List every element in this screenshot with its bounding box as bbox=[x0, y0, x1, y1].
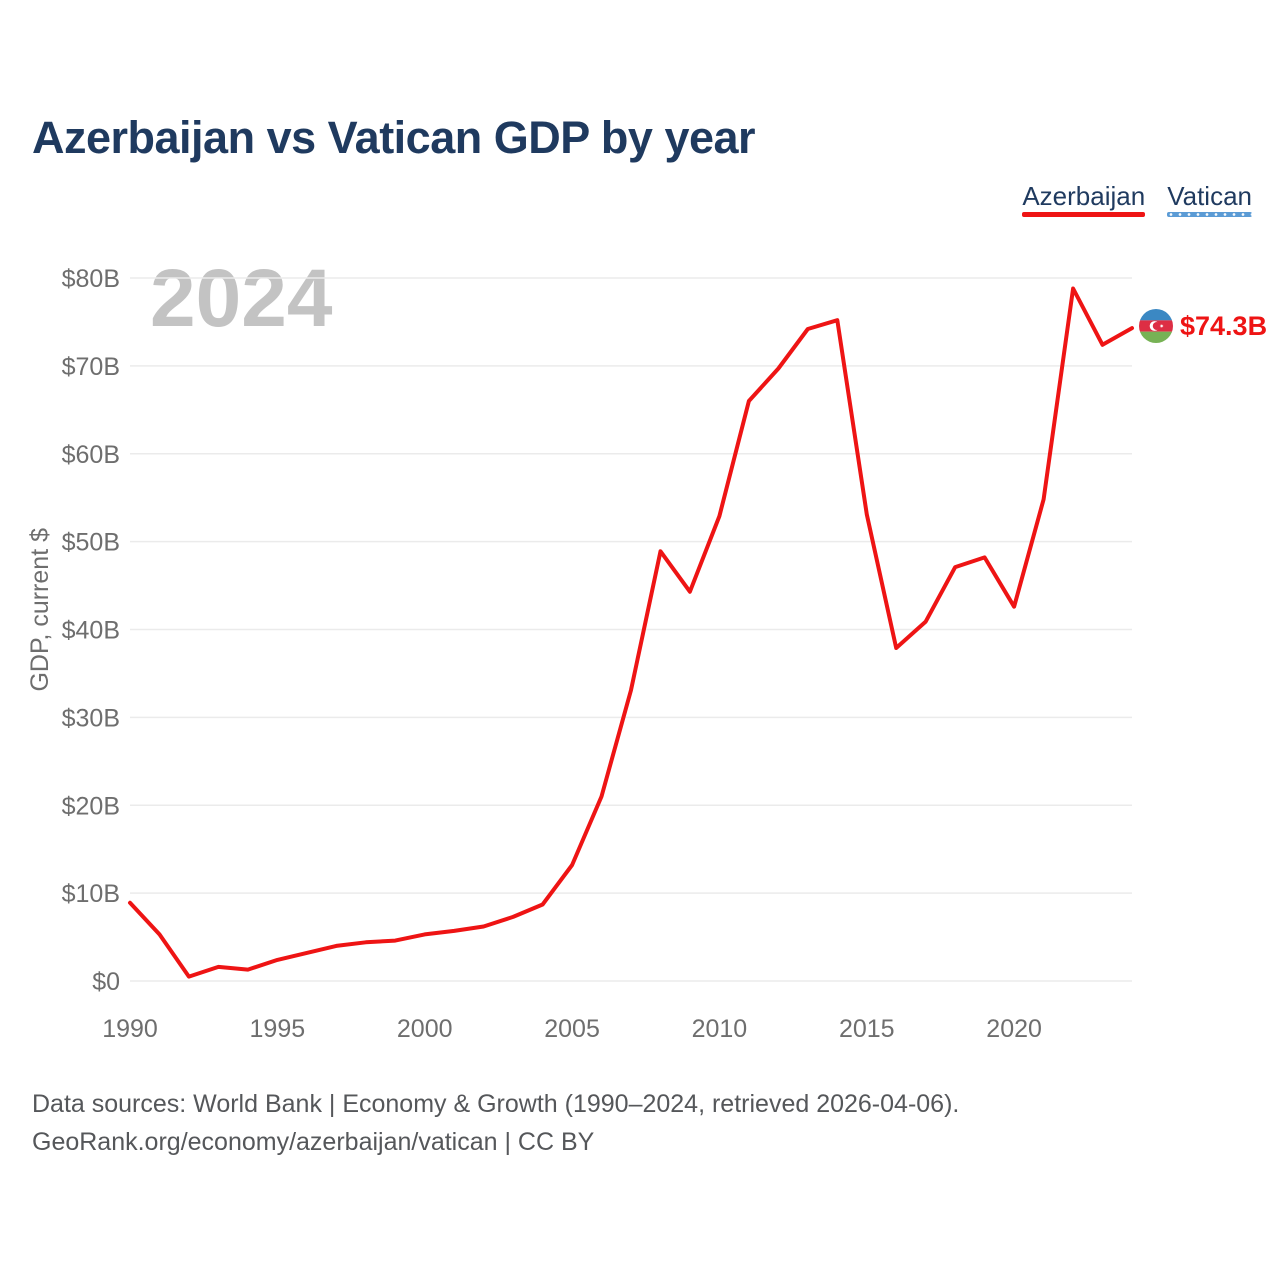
footer: Data sources: World Bank | Economy & Gro… bbox=[32, 1085, 959, 1161]
watermark-year: 2024 bbox=[150, 253, 333, 344]
y-tick-label: $0 bbox=[92, 968, 120, 996]
x-tick-label: 1990 bbox=[102, 1015, 158, 1043]
x-tick-label: 2005 bbox=[544, 1015, 600, 1043]
legend-label-vatican: Vatican bbox=[1167, 181, 1252, 211]
legend: Azerbaijan Vatican bbox=[1022, 182, 1252, 217]
x-tick-label: 2010 bbox=[692, 1015, 748, 1043]
end-label-value: $74.3B bbox=[1180, 311, 1268, 341]
series-end-label: $74.3B bbox=[1139, 309, 1267, 343]
x-tick-label: 2020 bbox=[986, 1015, 1042, 1043]
y-tick-label: $80B bbox=[62, 265, 120, 293]
x-tick-label: 1995 bbox=[250, 1015, 306, 1043]
legend-label-azerbaijan: Azerbaijan bbox=[1022, 181, 1146, 211]
legend-item-vatican[interactable]: Vatican bbox=[1167, 182, 1252, 217]
azerbaijan-gdp-line bbox=[128, 286, 1134, 979]
x-tick-label: 2015 bbox=[839, 1015, 895, 1043]
y-tick-label: $40B bbox=[62, 617, 120, 645]
azerbaijan-flag-icon bbox=[1139, 309, 1173, 343]
legend-item-azerbaijan[interactable]: Azerbaijan bbox=[1022, 181, 1146, 217]
legend-underline-vatican bbox=[1167, 212, 1252, 217]
y-tick-label: $50B bbox=[62, 529, 120, 557]
y-tick-label: $10B bbox=[62, 880, 120, 908]
legend-underline-azerbaijan bbox=[1022, 212, 1146, 217]
y-tick-label: $60B bbox=[62, 441, 120, 469]
y-tick-label: $20B bbox=[62, 792, 120, 820]
y-tick-label: $70B bbox=[62, 353, 120, 381]
page-title: Azerbaijan vs Vatican GDP by year bbox=[32, 112, 756, 163]
y-axis-title: GDP, current $ bbox=[26, 528, 54, 692]
x-tick-label: 2000 bbox=[397, 1015, 453, 1043]
footer-attribution-line: GeoRank.org/economy/azerbaijan/vatican |… bbox=[32, 1128, 595, 1156]
footer-sources-line: Data sources: World Bank | Economy & Gro… bbox=[32, 1090, 960, 1118]
y-tick-label: $30B bbox=[62, 704, 120, 732]
